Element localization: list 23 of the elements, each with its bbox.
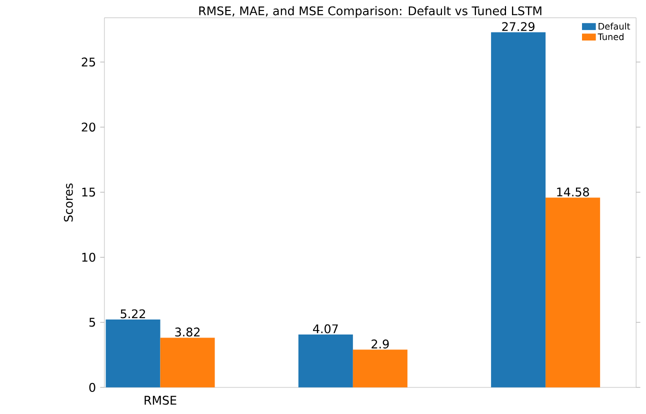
data-label: 5.22 bbox=[120, 309, 146, 318]
y-tick-label: 25 bbox=[82, 58, 96, 66]
y-tick-label: 10 bbox=[82, 252, 96, 262]
y-tick-label: 5 bbox=[89, 318, 96, 327]
legend-label: Default bbox=[598, 22, 630, 30]
bar bbox=[352, 350, 408, 388]
data-label: 14.58 bbox=[557, 187, 589, 196]
bar bbox=[106, 319, 160, 388]
y-tick-label: 0 bbox=[89, 382, 96, 392]
bar bbox=[160, 338, 215, 388]
y-tick-label: 20 bbox=[82, 122, 96, 132]
data-label: 2.9 bbox=[372, 339, 389, 348]
chart-title: RMSE, MAE, and MSE Comparison: Default vs Tuned LSTM bbox=[199, 6, 542, 18]
bar bbox=[546, 198, 600, 388]
data-label: 4.07 bbox=[313, 324, 338, 334]
data-label: 3.82 bbox=[175, 327, 200, 336]
data-label: 27.29 bbox=[502, 22, 534, 31]
bar bbox=[298, 334, 353, 388]
y-tick-label: 15 bbox=[82, 188, 96, 197]
x-tick-label: RMSE bbox=[144, 396, 176, 405]
legend-label: Tuned bbox=[598, 33, 624, 40]
bar bbox=[491, 32, 546, 388]
y-axis-title: Scores bbox=[64, 183, 73, 222]
